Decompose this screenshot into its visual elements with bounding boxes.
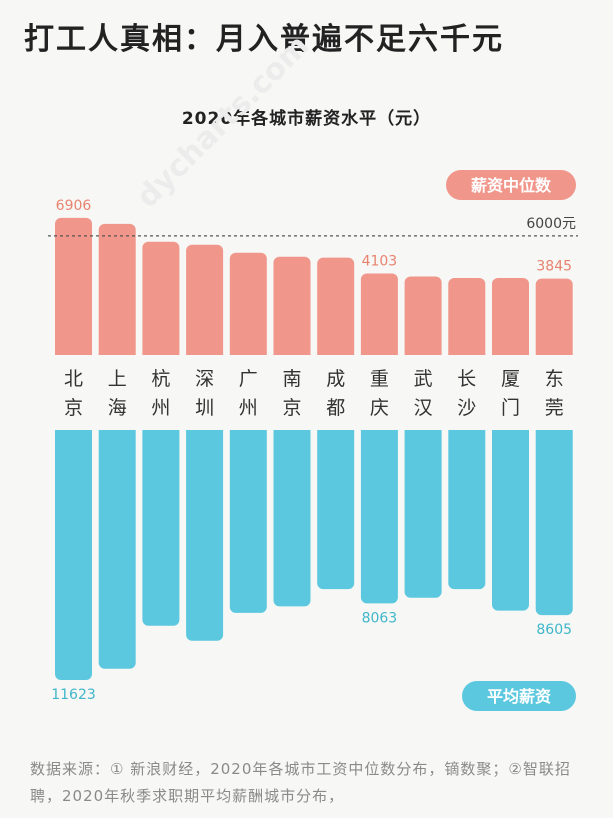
bar-average-cat-11 <box>535 424 573 616</box>
legend-label: 薪资中位数 <box>471 176 552 195</box>
category-label: 东 <box>545 368 564 390</box>
category-label: 杭 <box>151 368 170 390</box>
bar-median-cat-0 <box>55 217 92 361</box>
bar-average-cat-3 <box>186 424 224 641</box>
category-label: 州 <box>239 397 258 419</box>
bar-median-cat-1 <box>98 223 136 361</box>
bar-average-cat-5 <box>273 424 311 607</box>
bar-average-cat-9 <box>448 424 486 590</box>
category-label: 京 <box>282 397 301 419</box>
data-label-average: 8605 <box>536 622 572 638</box>
bar-average-cat-7 <box>360 424 398 604</box>
bar-average-cat-1 <box>98 424 136 669</box>
category-label: 北 <box>64 368 83 390</box>
data-label-median: 6906 <box>56 198 92 214</box>
category-label: 重 <box>370 368 389 390</box>
bar-average-cat-8 <box>404 424 442 598</box>
bar-average-cat-4 <box>229 424 267 613</box>
category-label: 京 <box>64 397 83 419</box>
legend-pill <box>462 681 576 711</box>
data-label-average: 11623 <box>51 687 96 703</box>
category-label: 广 <box>239 368 258 390</box>
legend-label: 平均薪资 <box>487 687 551 706</box>
bar-median-cat-2 <box>142 241 180 361</box>
category-label: 武 <box>414 368 433 390</box>
category-label: 长 <box>457 368 476 390</box>
data-label-average: 8063 <box>362 610 398 626</box>
bar-median-cat-10 <box>492 277 529 361</box>
bar-median-cat-8 <box>404 276 442 361</box>
label-band <box>40 355 580 430</box>
bar-median-cat-9 <box>448 277 486 361</box>
category-label: 汉 <box>414 397 433 419</box>
bar-median-cat-4 <box>229 252 267 361</box>
bar-average-cat-0 <box>55 424 92 681</box>
category-label: 庆 <box>370 397 389 419</box>
bar-average-cat-2 <box>142 424 180 626</box>
bar-median-cat-11 <box>535 278 573 361</box>
bar-average-cat-6 <box>317 424 355 590</box>
bar-median-cat-6 <box>317 257 355 361</box>
page-headline: 打工人真相：月入普遍不足六千元 <box>24 22 504 57</box>
category-label: 南 <box>282 368 301 390</box>
bar-average-cat-10 <box>492 424 529 611</box>
category-label: 深 <box>195 368 214 390</box>
data-label-median: 3845 <box>536 259 572 275</box>
category-label: 上 <box>108 368 127 390</box>
category-label: 圳 <box>195 397 214 419</box>
chart-title: 2020年各城市薪资水平（元） <box>181 109 432 129</box>
category-label: 门 <box>501 397 520 419</box>
category-label: 都 <box>326 397 345 419</box>
bar-median-cat-3 <box>186 244 224 361</box>
category-label: 州 <box>151 397 170 419</box>
bar-median-cat-5 <box>273 256 311 361</box>
legend-pill <box>446 170 576 200</box>
source-note: 数据来源：① 新浪财经，2020年各城市工资中位数分布，镝数聚；②智联招聘，20… <box>30 760 571 805</box>
category-label: 成 <box>326 368 345 390</box>
data-label-median: 4103 <box>362 254 398 270</box>
category-label: 沙 <box>457 397 476 419</box>
category-label: 海 <box>108 397 127 419</box>
bar-median-cat-7 <box>360 273 398 361</box>
reference-label: 6000元 <box>526 216 576 232</box>
category-label: 厦 <box>501 368 520 390</box>
salary-chart: 薪资中位数平均薪资北京上海杭州深圳广州南京成都重庆武汉长沙厦门东莞6000元69… <box>40 170 580 711</box>
category-label: 莞 <box>545 397 564 419</box>
